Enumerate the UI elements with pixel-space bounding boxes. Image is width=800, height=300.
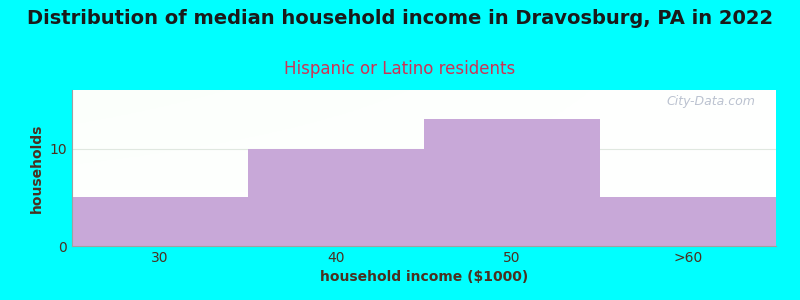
Text: Hispanic or Latino residents: Hispanic or Latino residents [284, 60, 516, 78]
X-axis label: household income ($1000): household income ($1000) [320, 270, 528, 284]
Bar [424, 119, 600, 246]
Text: Distribution of median household income in Dravosburg, PA in 2022: Distribution of median household income … [27, 9, 773, 28]
Bar [600, 197, 776, 246]
Text: City-Data.com: City-Data.com [666, 95, 755, 108]
Bar [248, 148, 424, 246]
Bar [72, 197, 248, 246]
Y-axis label: households: households [30, 123, 44, 213]
